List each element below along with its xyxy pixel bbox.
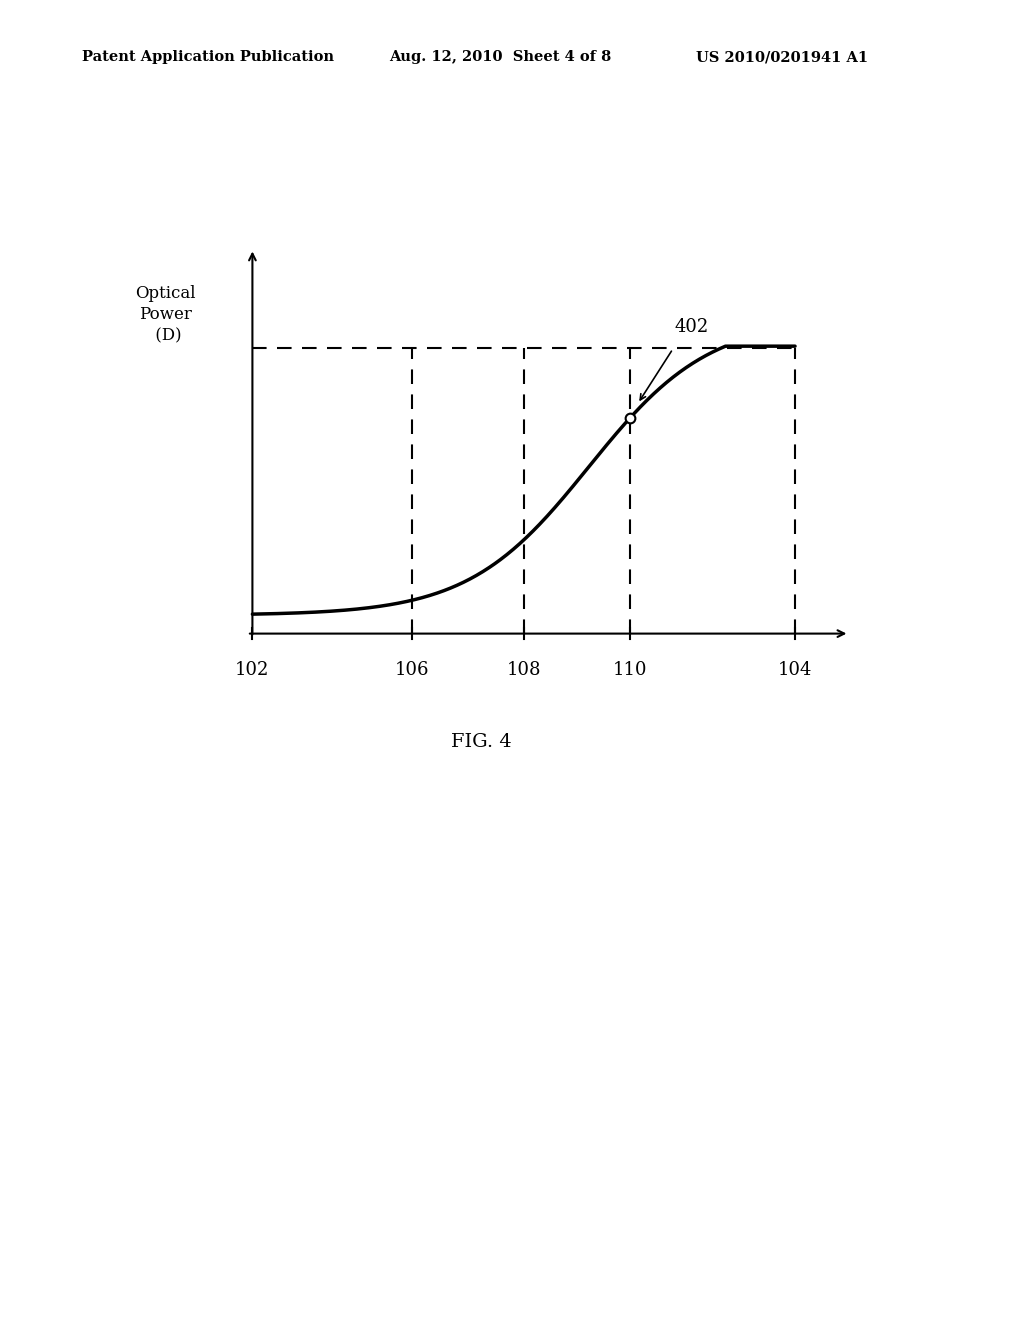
Text: 106: 106 <box>395 661 430 678</box>
Text: 108: 108 <box>507 661 541 678</box>
Text: Aug. 12, 2010  Sheet 4 of 8: Aug. 12, 2010 Sheet 4 of 8 <box>389 50 611 65</box>
Text: US 2010/0201941 A1: US 2010/0201941 A1 <box>696 50 868 65</box>
Text: 102: 102 <box>236 661 269 678</box>
Text: Optical
Power
 (D): Optical Power (D) <box>135 285 196 345</box>
Text: 402: 402 <box>675 318 709 335</box>
Text: Patent Application Publication: Patent Application Publication <box>82 50 334 65</box>
Text: FIG. 4: FIG. 4 <box>451 733 512 751</box>
Text: 104: 104 <box>778 661 812 678</box>
Text: 110: 110 <box>612 661 647 678</box>
